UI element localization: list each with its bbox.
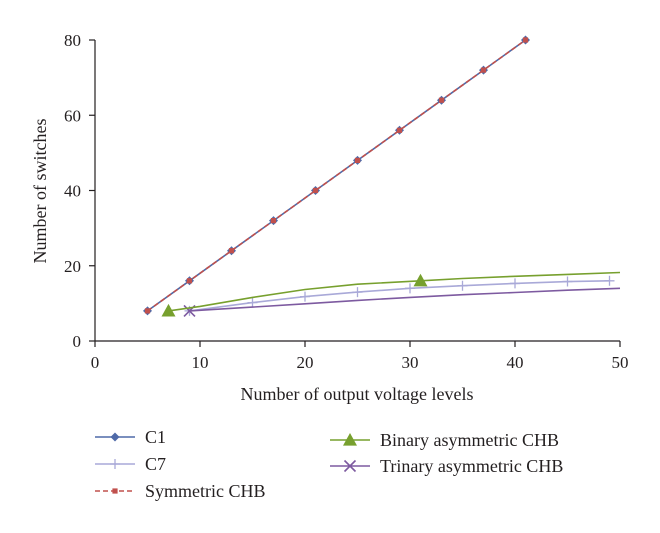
point-symmetric-chb-1 bbox=[186, 278, 193, 284]
legend-marker-c1 bbox=[110, 432, 120, 442]
y-tick-label-2: 40 bbox=[64, 182, 81, 201]
series-binary-asymmetric-chb bbox=[161, 271, 621, 317]
legend-item-symmetric-chb: Symmetric CHB bbox=[95, 481, 266, 501]
point-c7-8 bbox=[604, 275, 615, 286]
legend-item-trinary-asymmetric-chb: Trinary asymmetric CHB bbox=[330, 456, 563, 476]
point-symmetric-chb-4 bbox=[312, 187, 319, 194]
point-c7-3 bbox=[352, 287, 363, 298]
series-line-symmetric-chb bbox=[147, 39, 526, 312]
legend-label-trinary-asymmetric-chb: Trinary asymmetric CHB bbox=[380, 456, 563, 476]
y-tick-label-0: 0 bbox=[73, 332, 82, 351]
ticks-layer: 0 10 20 30 40 50 0 20 40 60 80 bbox=[64, 31, 629, 372]
series-layer bbox=[143, 35, 621, 317]
legend-marker-c7 bbox=[110, 459, 120, 469]
point-c7-7 bbox=[562, 276, 573, 287]
x-tick-label-4: 40 bbox=[507, 353, 524, 372]
y-tick-label-1: 20 bbox=[64, 257, 81, 276]
series-c7 bbox=[184, 275, 615, 316]
legend-marker-symmetric-chb bbox=[112, 488, 118, 494]
point-symmetric-chb-9 bbox=[522, 37, 529, 43]
x-tick-label-2: 20 bbox=[297, 353, 314, 372]
y-tick-label-3: 60 bbox=[64, 106, 81, 125]
x-axis-title: Number of output voltage levels bbox=[241, 384, 474, 404]
legend-label-c7: C7 bbox=[145, 454, 166, 474]
point-c7-4 bbox=[405, 283, 415, 294]
point-symmetric-chb-8 bbox=[480, 67, 487, 73]
legend-label-c1: C1 bbox=[145, 427, 166, 447]
x-tick-label-1: 10 bbox=[192, 353, 209, 372]
series-line-trinary-asymmetric-chb bbox=[189, 287, 621, 312]
series-symmetric-chb bbox=[144, 37, 529, 314]
point-c7-2 bbox=[300, 291, 310, 302]
series-line-binary-asymmetric-chb bbox=[168, 271, 621, 312]
point-symmetric-chb-3 bbox=[270, 218, 277, 224]
legend-item-binary-asymmetric-chb: Binary asymmetric CHB bbox=[330, 430, 559, 450]
point-symmetric-chb-7 bbox=[438, 97, 445, 103]
legend-label-symmetric-chb: Symmetric CHB bbox=[145, 481, 266, 501]
x-tick-label-5: 50 bbox=[612, 353, 629, 372]
y-tick-label-4: 80 bbox=[64, 31, 81, 50]
point-symmetric-chb-0 bbox=[144, 308, 151, 314]
point-symmetric-chb-5 bbox=[354, 157, 361, 163]
legend: C1 C7 Symmetric CHB Binary asymmetric CHB Tr… bbox=[95, 427, 563, 501]
y-axis-title: Number of switches bbox=[30, 119, 50, 264]
legend-label-binary-asymmetric-chb: Binary asymmetric CHB bbox=[380, 430, 559, 450]
legend-marker-trinary-asymmetric-chb bbox=[343, 459, 357, 473]
legend-item-c1: C1 bbox=[95, 427, 166, 447]
point-c7-5 bbox=[457, 280, 468, 291]
point-binary-asymmetric-chb-0 bbox=[161, 303, 176, 317]
legend-marker-binary-asymmetric-chb bbox=[343, 433, 357, 446]
point-symmetric-chb-6 bbox=[396, 127, 403, 133]
point-c7-6 bbox=[510, 278, 520, 289]
point-c7-1 bbox=[247, 297, 258, 308]
point-binary-asymmetric-chb-1 bbox=[413, 273, 428, 287]
x-tick-label-3: 30 bbox=[402, 353, 419, 372]
point-symmetric-chb-2 bbox=[228, 248, 235, 254]
x-tick-label-0: 0 bbox=[91, 353, 100, 372]
legend-item-c7: C7 bbox=[95, 454, 166, 474]
